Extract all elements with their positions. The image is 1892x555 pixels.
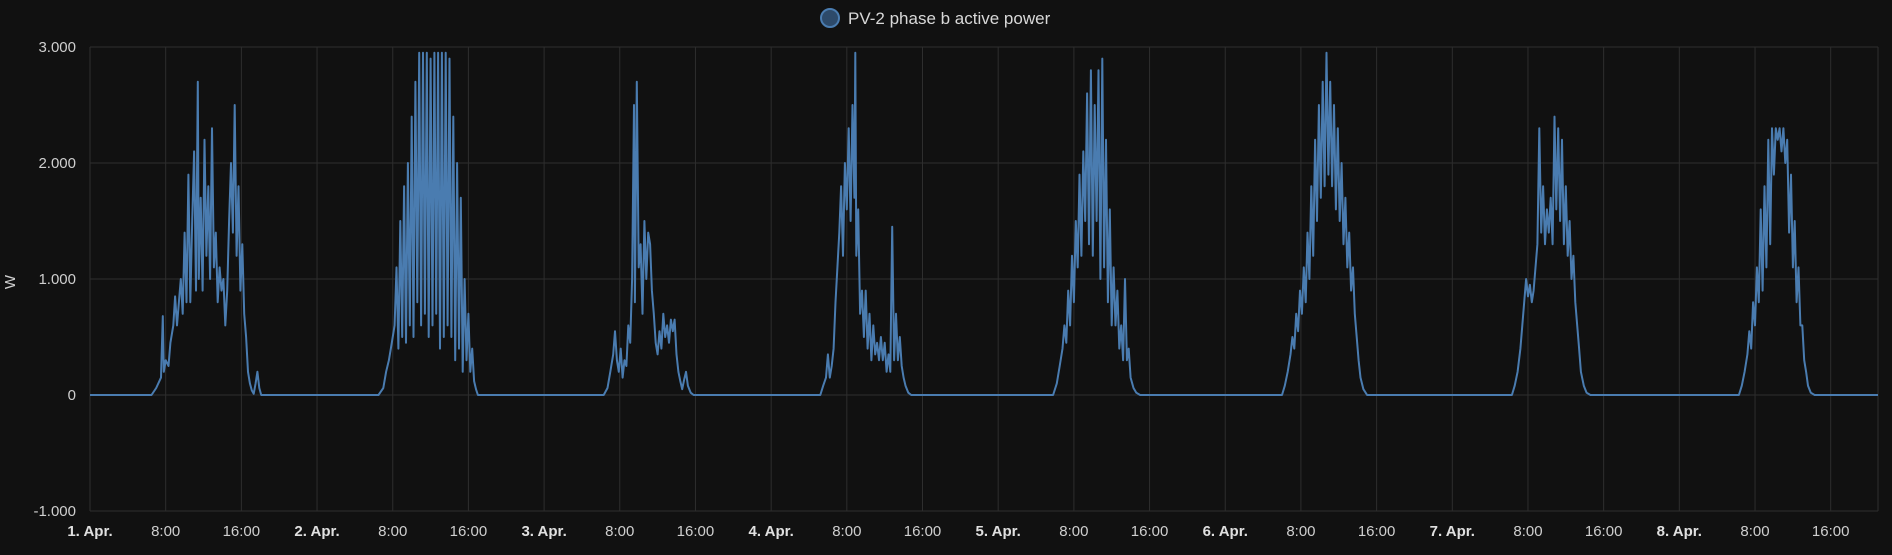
x-tick-label: 8:00 bbox=[378, 523, 407, 540]
y-axis-label: W bbox=[2, 274, 19, 289]
legend[interactable]: PV-2 phase b active power bbox=[820, 8, 1051, 28]
legend-series-label[interactable]: PV-2 phase b active power bbox=[848, 9, 1051, 28]
x-tick-label: 8:00 bbox=[1740, 523, 1769, 540]
y-tick-label: 0 bbox=[68, 387, 76, 404]
x-tick-label: 16:00 bbox=[1585, 523, 1623, 540]
x-tick-label: 16:00 bbox=[1131, 523, 1169, 540]
x-tick-label: 16:00 bbox=[450, 523, 488, 540]
x-tick-label: 5. Apr. bbox=[976, 523, 1021, 540]
x-tick-label: 4. Apr. bbox=[748, 523, 793, 540]
x-tick-label: 16:00 bbox=[1358, 523, 1396, 540]
x-tick-label: 6. Apr. bbox=[1203, 523, 1248, 540]
series-layer bbox=[90, 51, 1878, 396]
x-tick-label: 8. Apr. bbox=[1657, 523, 1702, 540]
series-line[interactable] bbox=[90, 51, 1878, 396]
legend-swatch-icon[interactable] bbox=[820, 8, 840, 28]
x-tick-label: 16:00 bbox=[677, 523, 715, 540]
x-tick-label: 3. Apr. bbox=[521, 523, 566, 540]
y-tick-label: 3.000 bbox=[38, 39, 76, 56]
x-tick-label: 8:00 bbox=[151, 523, 180, 540]
x-tick-label: 16:00 bbox=[1812, 523, 1850, 540]
x-tick-label: 2. Apr. bbox=[294, 523, 339, 540]
x-tick-label: 1. Apr. bbox=[67, 523, 112, 540]
x-axis: 1. Apr. 8:00 16:00 2. Apr. 8:00 16:00 3. Apr. 8… bbox=[67, 523, 1849, 540]
x-tick-label: 8:00 bbox=[832, 523, 861, 540]
x-tick-label: 16:00 bbox=[223, 523, 261, 540]
x-tick-label: 8:00 bbox=[1513, 523, 1542, 540]
x-tick-label: 8:00 bbox=[605, 523, 634, 540]
grid-layer bbox=[89, 46, 1879, 512]
x-tick-label: 16:00 bbox=[904, 523, 942, 540]
y-axis: 3.000 2.000 1.000 0 -1.000 bbox=[33, 39, 76, 520]
y-tick-label: 2.000 bbox=[38, 155, 76, 172]
y-tick-label: -1.000 bbox=[33, 503, 76, 520]
x-tick-label: 8:00 bbox=[1286, 523, 1315, 540]
x-tick-label: 7. Apr. bbox=[1430, 523, 1475, 540]
y-tick-label: 1.000 bbox=[38, 271, 76, 288]
x-tick-label: 8:00 bbox=[1059, 523, 1088, 540]
